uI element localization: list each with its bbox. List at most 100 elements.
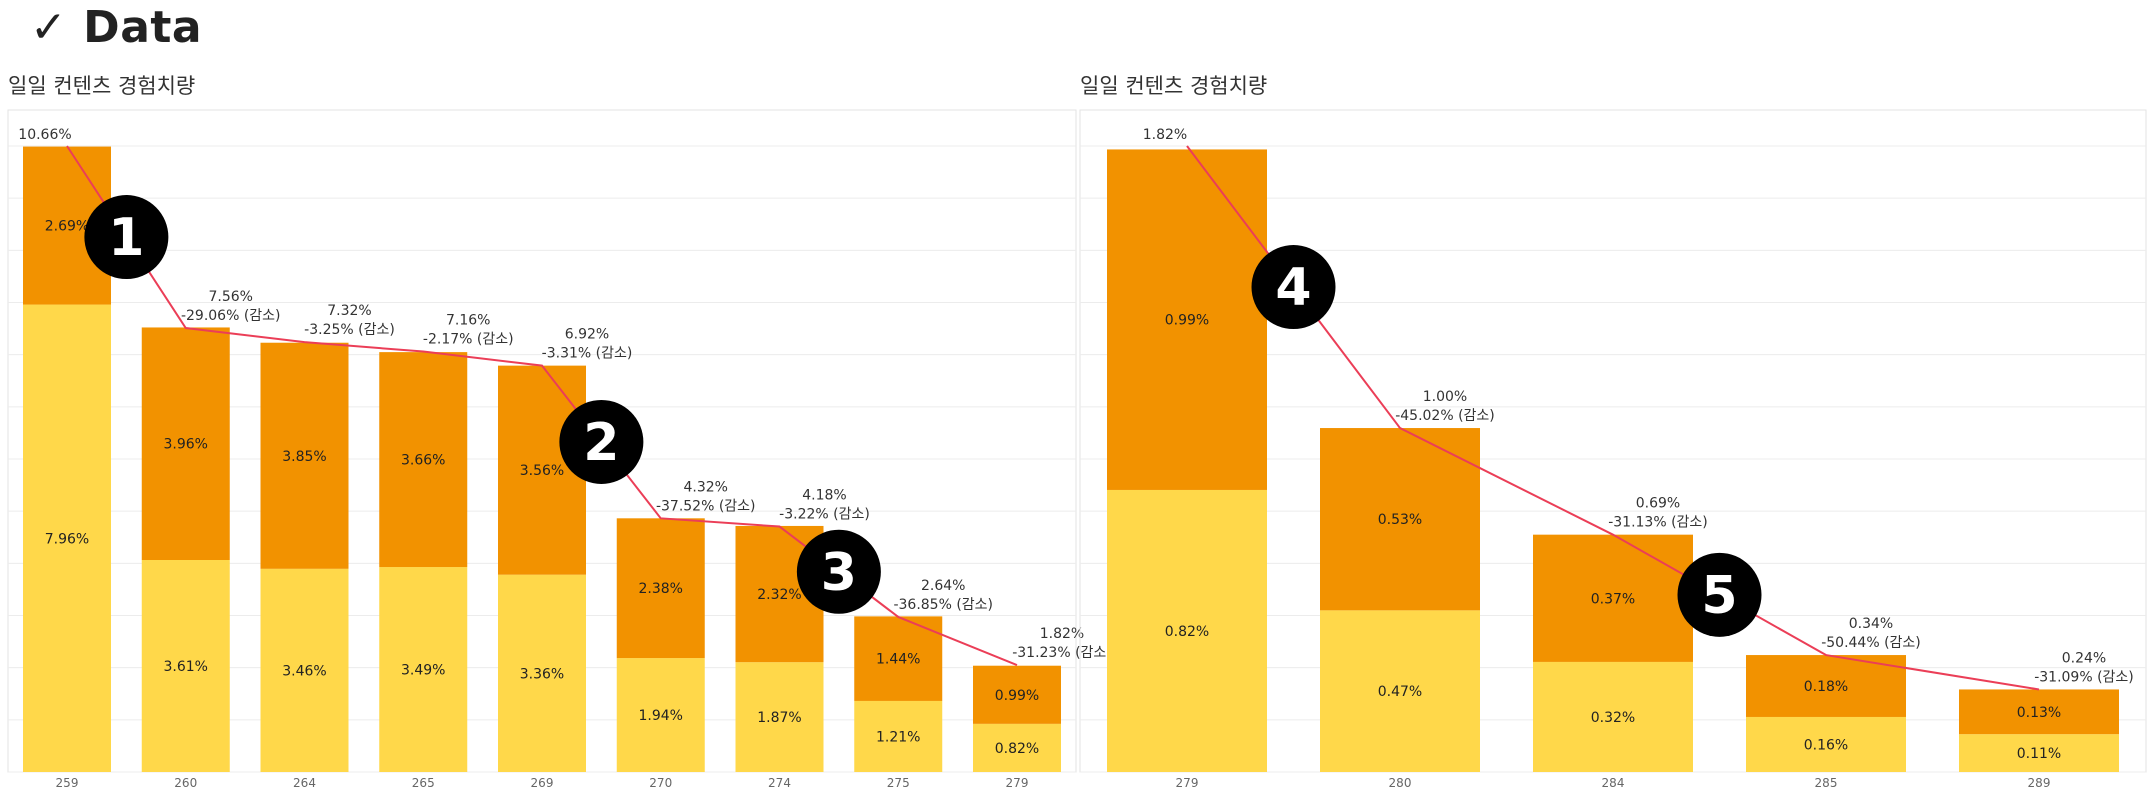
total-label: 1.00% <box>1423 389 1467 405</box>
data-label: 2.38% <box>639 581 683 597</box>
change-label: -31.09% (감소) <box>2034 669 2134 685</box>
data-label: 3.66% <box>401 453 445 469</box>
change-label: -45.02% (감소) <box>1395 408 1495 424</box>
data-label: 1.94% <box>639 708 683 724</box>
x-tick-label: 279 <box>1176 776 1199 790</box>
x-tick-label: 270 <box>649 776 672 790</box>
data-label: 0.99% <box>995 688 1039 704</box>
step-marker-number: 3 <box>821 543 857 603</box>
x-tick-label: 289 <box>2028 776 2051 790</box>
data-label: 0.37% <box>1591 591 1635 607</box>
bar-segment-top <box>141 327 230 561</box>
data-label: 3.61% <box>164 659 208 675</box>
data-label: 0.82% <box>995 741 1039 757</box>
bar-segment-bottom <box>141 560 230 772</box>
change-label: -3.25% (감소) <box>304 322 395 338</box>
change-label: -50.44% (감소) <box>1821 635 1921 651</box>
step-marker-badge <box>796 529 881 614</box>
step-marker-number: 1 <box>108 208 144 268</box>
data-label: 0.11% <box>2017 746 2061 762</box>
bar-segment-top <box>1107 149 1267 490</box>
x-tick-label: 285 <box>1815 776 1838 790</box>
chart-panel-right: 일일 컨텐츠 경험치량 0.82% 0.99% 279 0.47% 0.53% 280 0.… <box>1079 70 2148 792</box>
total-label: 0.69% <box>1636 496 1680 512</box>
total-label: 10.66% <box>18 127 71 143</box>
bar-segment-bottom <box>1746 716 1906 772</box>
bar-segment-top <box>260 342 349 569</box>
bar-segment-bottom <box>735 662 824 772</box>
bar-segment-bottom <box>379 567 468 772</box>
x-tick-label: 259 <box>56 776 79 790</box>
bar-segment-bottom <box>23 304 111 772</box>
x-tick-label: 274 <box>768 776 791 790</box>
data-label: 3.96% <box>164 437 208 453</box>
bar-segment-bottom <box>1533 661 1693 772</box>
total-label: 4.32% <box>684 479 728 495</box>
data-label: 1.44% <box>876 652 920 668</box>
data-label: 3.49% <box>401 663 445 679</box>
bar-segment-bottom <box>616 658 705 772</box>
data-label: 3.46% <box>282 663 326 679</box>
bar-segment-bottom <box>973 723 1061 772</box>
stacked-bar-chart: 7.96% 2.69% 259 3.61% 3.96% 260 3.46% 3.85% 264 3… <box>7 109 1112 790</box>
total-label: 2.64% <box>921 578 965 594</box>
bar-segment-top <box>1533 534 1693 662</box>
chart-title: 일일 컨텐츠 경험치량 <box>8 74 196 98</box>
data-label: 0.18% <box>1804 679 1848 695</box>
total-label: 4.18% <box>802 488 846 504</box>
total-label: 6.92% <box>565 327 609 343</box>
bar-segment-bottom <box>260 568 349 772</box>
total-label: 7.56% <box>209 289 253 305</box>
x-tick-label: 260 <box>174 776 197 790</box>
stacked-bar-chart: 0.82% 0.99% 279 0.47% 0.53% 280 0.32% 0.37% 284 0… <box>1079 109 2147 790</box>
step-marker-badge <box>559 399 644 484</box>
change-label: -31.23% (감소) <box>1012 645 1112 661</box>
bar-segment-top <box>1320 428 1480 611</box>
chart-panel-left: 일일 컨텐츠 경험치량 7.96% 2.69% 259 3.61% 3.96% 260 3.… <box>7 70 1112 792</box>
change-label: -3.22% (감소) <box>779 507 870 523</box>
data-label: 3.56% <box>520 463 564 479</box>
bar-segment-top <box>1959 689 2119 735</box>
data-label: 0.82% <box>1165 624 1209 640</box>
bar-segment-top <box>616 518 705 659</box>
total-label: 7.16% <box>446 313 490 329</box>
change-label: -31.13% (감소) <box>1608 515 1708 531</box>
x-tick-label: 275 <box>887 776 910 790</box>
change-label: -37.52% (감소) <box>656 498 756 514</box>
step-marker-badge <box>1251 245 1336 330</box>
x-tick-label: 265 <box>412 776 435 790</box>
step-marker-number: 5 <box>1701 566 1737 626</box>
step-marker-badge <box>84 195 169 280</box>
data-label: 2.32% <box>757 587 801 603</box>
data-label: 7.96% <box>45 531 89 547</box>
change-label: -2.17% (감소) <box>423 332 514 348</box>
bar-segment-top <box>1746 655 1906 717</box>
page-title: ✓ Data <box>30 2 203 53</box>
step-marker-number: 4 <box>1275 258 1311 318</box>
x-tick-label: 284 <box>1602 776 1625 790</box>
data-label: 0.16% <box>1804 737 1848 753</box>
data-label: 1.87% <box>757 710 801 726</box>
x-tick-label: 280 <box>1389 776 1412 790</box>
total-label: 0.24% <box>2062 650 2106 666</box>
data-label: 0.32% <box>1591 710 1635 726</box>
bar-segment-bottom <box>1320 610 1480 772</box>
total-trend-line <box>1186 145 2040 691</box>
change-label: -36.85% (감소) <box>893 597 993 613</box>
bar-segment-top <box>973 665 1061 724</box>
data-label: 3.85% <box>282 449 326 465</box>
data-label: 0.53% <box>1378 512 1422 528</box>
data-label: 0.99% <box>1165 313 1209 329</box>
bar-segment-bottom <box>1959 734 2119 772</box>
x-tick-label: 264 <box>293 776 316 790</box>
chart-title: 일일 컨텐츠 경험치량 <box>1080 74 1268 98</box>
total-label: 1.82% <box>1143 127 1187 143</box>
bar-segment-bottom <box>1107 489 1267 772</box>
bar-segment-bottom <box>498 574 586 772</box>
data-label: 1.21% <box>876 729 920 745</box>
data-label: 0.47% <box>1378 684 1422 700</box>
data-label: 0.13% <box>2017 705 2061 721</box>
total-label: 1.82% <box>1040 626 1084 642</box>
data-label: 3.36% <box>520 666 564 682</box>
data-label: 2.69% <box>45 219 89 235</box>
